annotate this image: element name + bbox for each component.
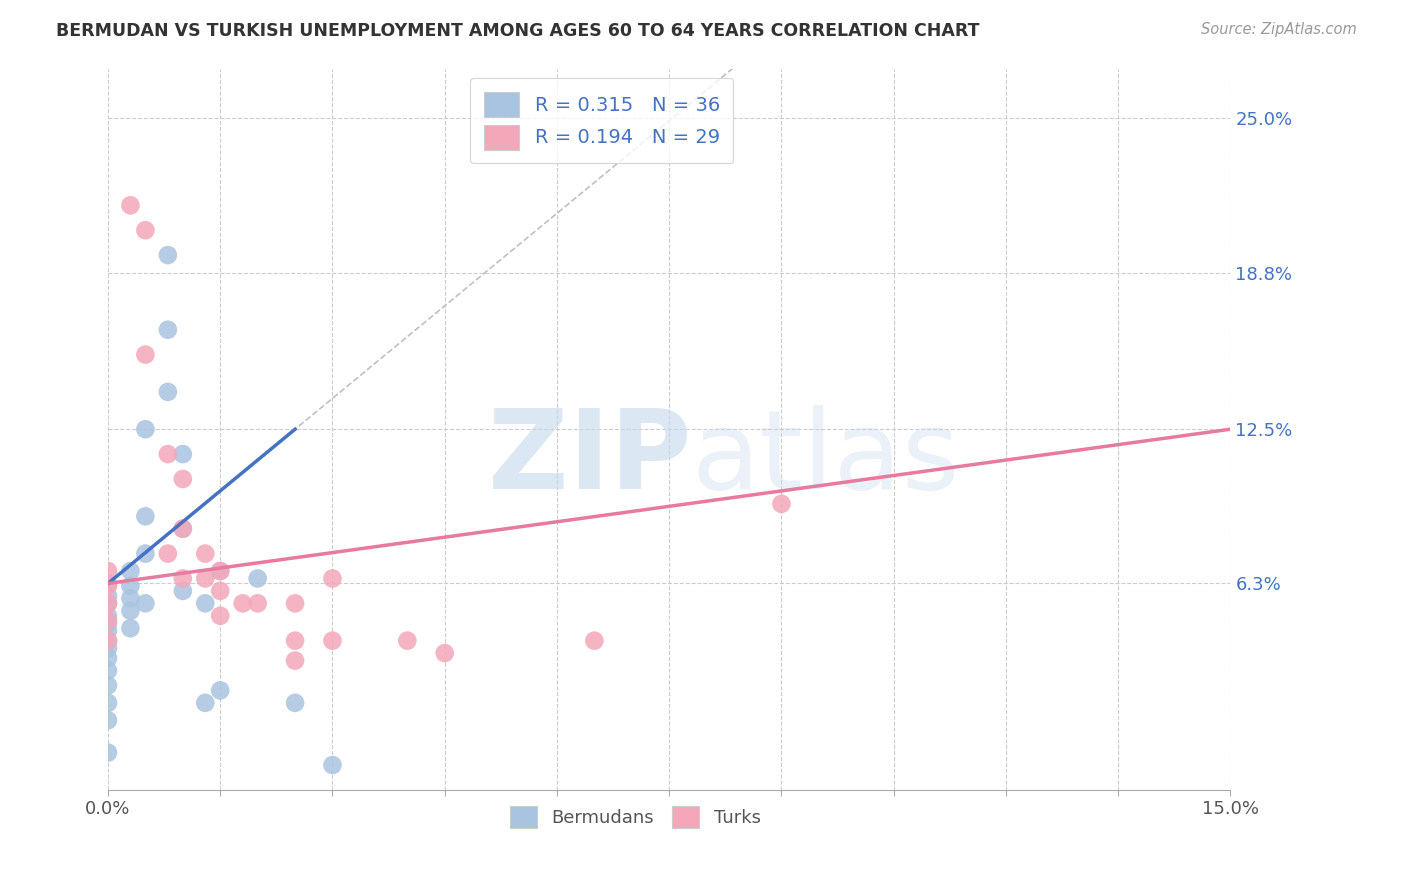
Text: Source: ZipAtlas.com: Source: ZipAtlas.com (1201, 22, 1357, 37)
Point (156, 547, 179, 561)
Point (156, 248, 179, 262)
Point (172, 472, 194, 486)
Point (156, 323, 179, 337)
Point (172, 583, 194, 598)
Point (97, 608, 120, 623)
Point (97, 746, 120, 760)
Point (246, 596, 269, 610)
Point (209, 583, 232, 598)
Point (97, 614, 120, 628)
Point (396, 633, 419, 648)
Point (134, 596, 156, 610)
Point (194, 547, 217, 561)
Point (120, 621, 142, 635)
Point (284, 633, 307, 648)
Point (134, 547, 156, 561)
Point (97, 641, 120, 656)
Point (209, 683, 232, 698)
Point (321, 633, 343, 648)
Point (433, 646, 456, 660)
Point (120, 579, 142, 593)
Point (97, 664, 120, 678)
Point (246, 572, 269, 586)
Point (134, 509, 156, 524)
Point (172, 572, 194, 586)
Point (194, 596, 217, 610)
Point (284, 696, 307, 710)
Point (97, 589, 120, 603)
Point (321, 758, 343, 772)
Point (97, 564, 120, 578)
Point (134, 348, 156, 362)
Point (284, 596, 307, 610)
Point (321, 572, 343, 586)
Point (97, 633, 120, 648)
Text: BERMUDAN VS TURKISH UNEMPLOYMENT AMONG AGES 60 TO 64 YEARS CORRELATION CHART: BERMUDAN VS TURKISH UNEMPLOYMENT AMONG A… (56, 22, 980, 40)
Point (172, 522, 194, 536)
Point (120, 198, 142, 212)
Point (97, 596, 120, 610)
Point (97, 713, 120, 727)
Point (232, 596, 254, 610)
Point (97, 596, 120, 610)
Point (120, 604, 142, 618)
Point (97, 624, 120, 638)
Point (97, 651, 120, 665)
Point (209, 564, 232, 578)
Text: atlas: atlas (692, 405, 960, 512)
Point (284, 654, 307, 668)
Point (156, 384, 179, 399)
Point (134, 422, 156, 436)
Point (194, 572, 217, 586)
Point (209, 564, 232, 578)
Point (97, 576, 120, 591)
Point (120, 591, 142, 606)
Point (156, 447, 179, 461)
Point (172, 522, 194, 536)
Legend: Bermudans, Turks: Bermudans, Turks (503, 798, 768, 835)
Point (583, 633, 606, 648)
Point (194, 696, 217, 710)
Point (120, 564, 142, 578)
Point (97, 579, 120, 593)
Point (97, 696, 120, 710)
Text: ZIP: ZIP (488, 405, 692, 512)
Point (134, 223, 156, 237)
Point (97, 678, 120, 692)
Point (209, 608, 232, 623)
Point (97, 616, 120, 631)
Point (172, 447, 194, 461)
Point (770, 497, 793, 511)
Point (97, 633, 120, 648)
